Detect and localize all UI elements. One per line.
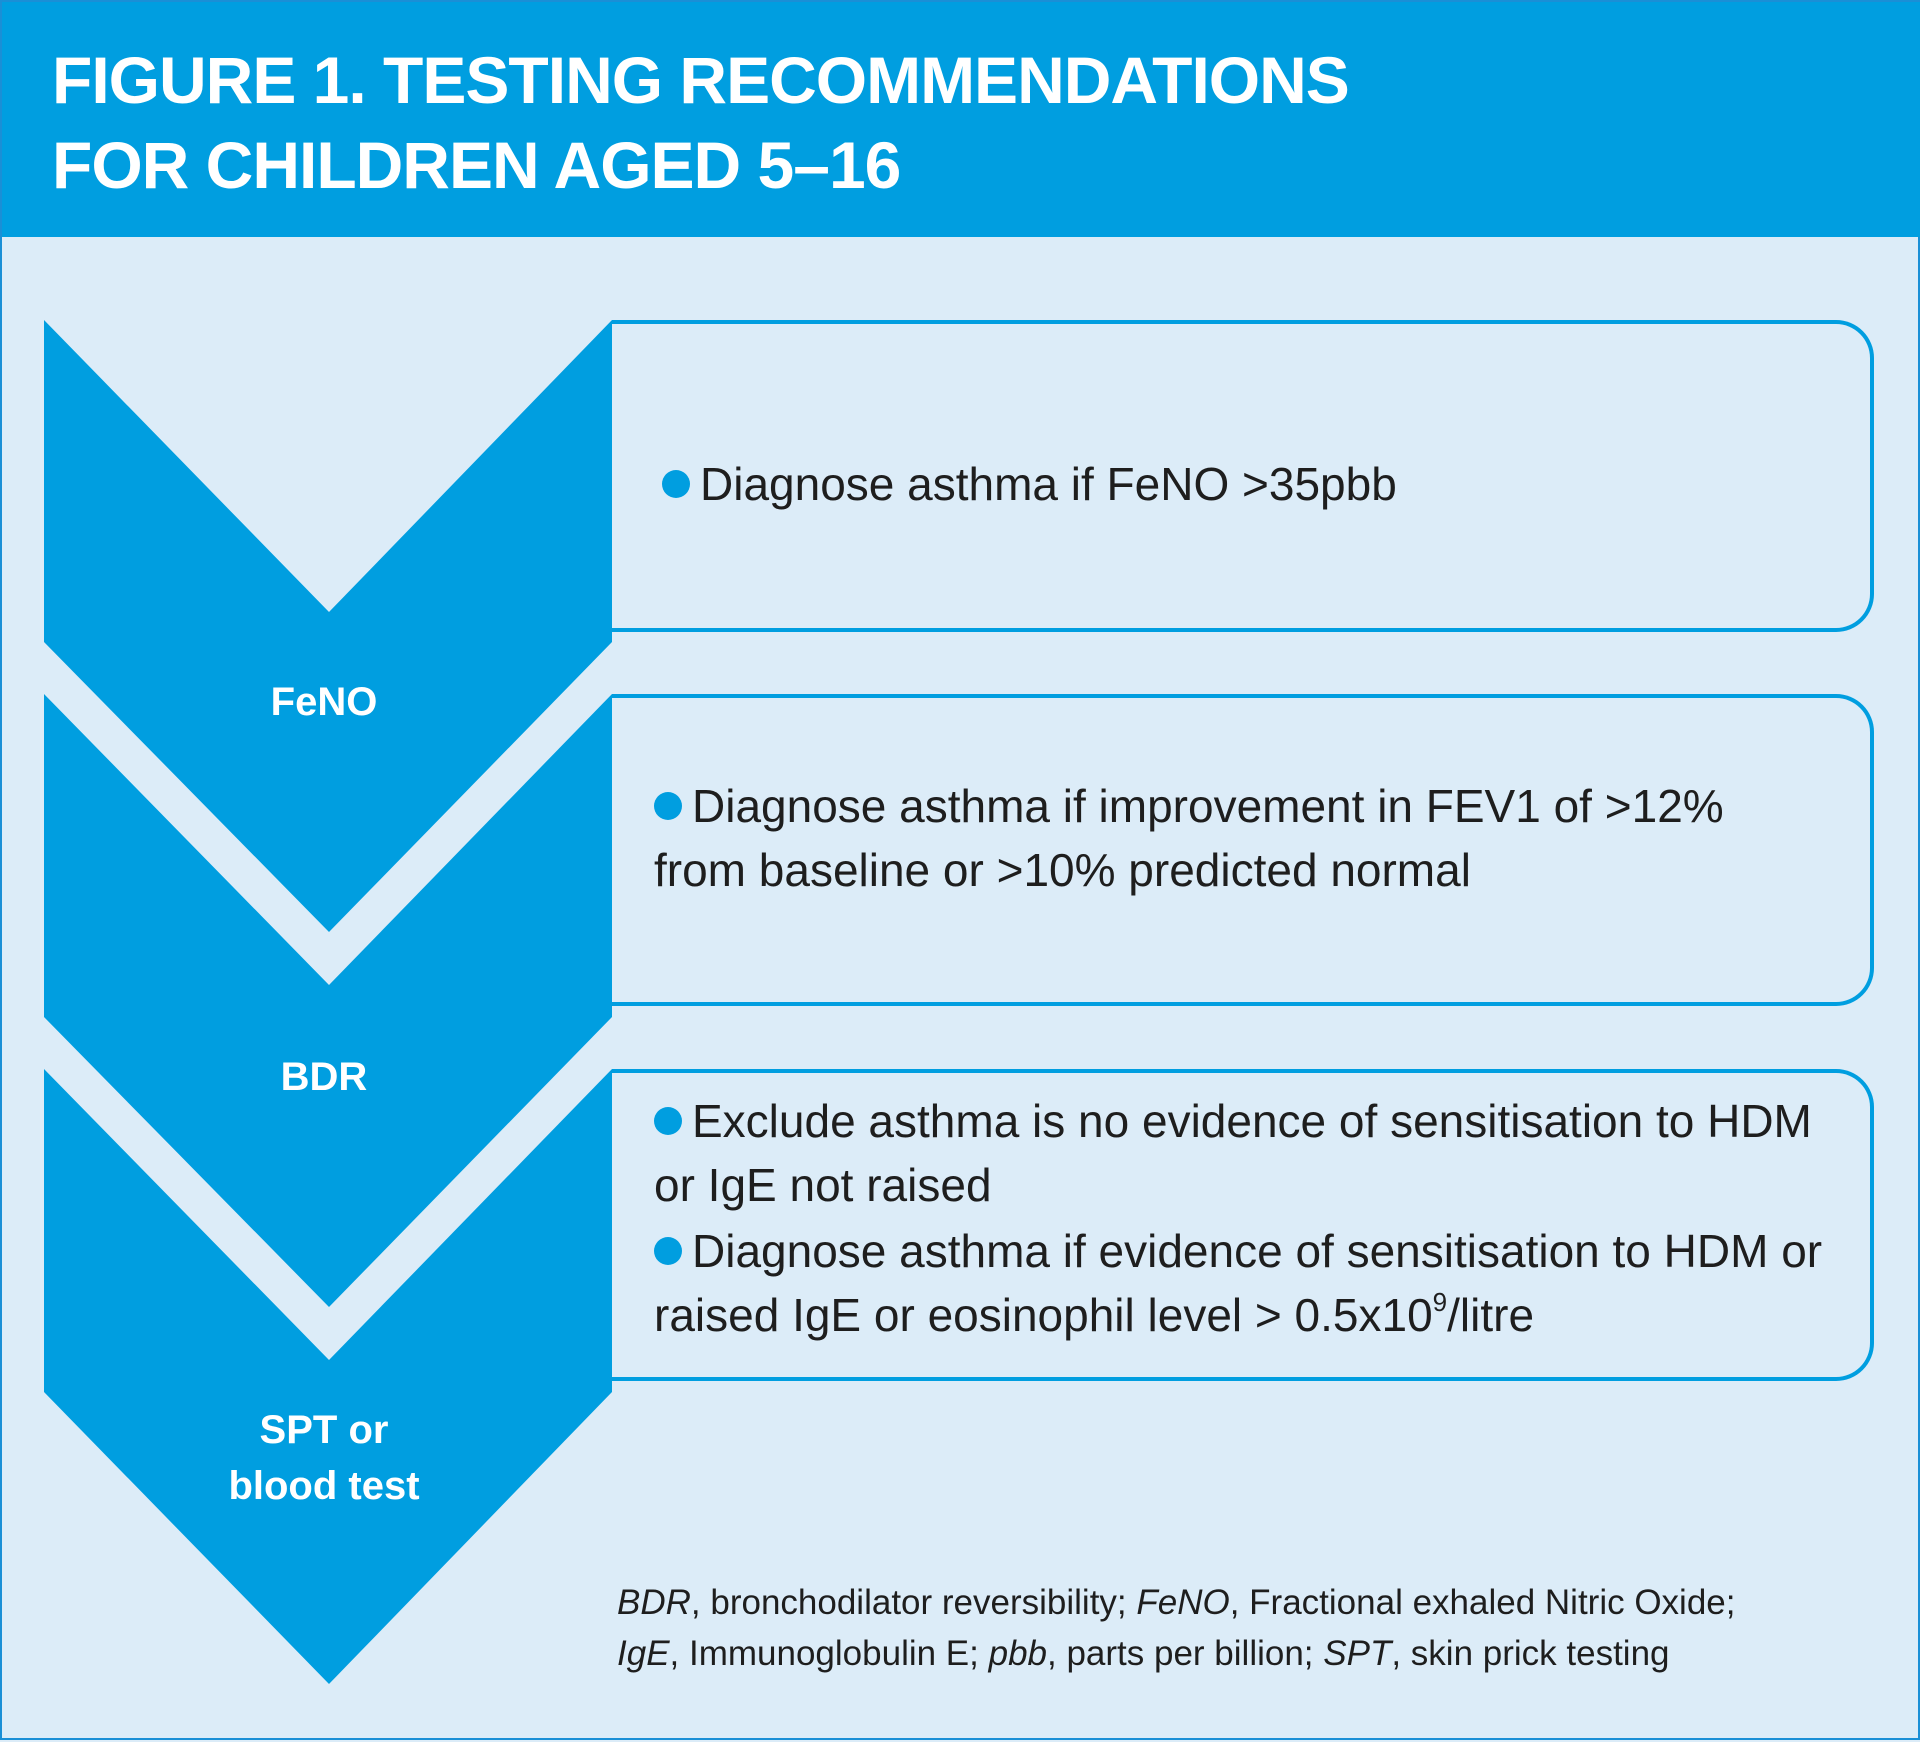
step-box-bdr: Diagnose asthma if improvement in FEV1 o… (612, 694, 1874, 1006)
spt-bullet-1-text: Exclude asthma is no evidence of sensiti… (654, 1095, 1812, 1211)
spt-bullet-2-unit: /litre (1447, 1289, 1535, 1341)
footnote-abbr-feno: FeNO (1136, 1583, 1230, 1622)
figure-title-line-1: FIGURE 1. TESTING RECOMMENDATIONS (52, 43, 1350, 117)
spt-bullet-2-text: Diagnose asthma if evidence of sensitisa… (654, 1225, 1823, 1341)
footnote-abbr-bdr: BDR (617, 1583, 691, 1622)
bdr-bullet: Diagnose asthma if improvement in FEV1 o… (654, 774, 1824, 902)
bullet-dot-icon (654, 792, 682, 820)
footnote-def-pbb: , parts per billion; (1047, 1634, 1324, 1673)
bullet-dot-icon (662, 470, 690, 498)
feno-bullet: Diagnose asthma if FeNO >35pbb (662, 452, 1840, 516)
footnote-abbr-ige: IgE (617, 1634, 670, 1673)
footnote-def-spt: , skin prick testing (1391, 1634, 1670, 1673)
footnote-abbr-spt: SPT (1323, 1634, 1392, 1673)
figure-title-line-2: FOR CHILDREN AGED 5–16 (52, 128, 901, 202)
bullet-dot-icon (654, 1237, 682, 1265)
step-label-bdr: BDR (280, 1055, 368, 1099)
step-label-spt-line1: SPT or (259, 1408, 389, 1452)
abbreviations-footnote: BDR, bronchodilator reversibility; FeNO,… (617, 1577, 1897, 1679)
chevron-spt (44, 1069, 612, 1684)
footnote-def-feno: , Fractional exhaled Nitric Oxide; (1229, 1583, 1736, 1622)
chevron-bdr (44, 694, 612, 1307)
exponent-superscript: 9 (1432, 1287, 1448, 1317)
step-label-spt-line2: blood test (228, 1464, 420, 1508)
figure-header: FIGURE 1. TESTING RECOMMENDATIONS FOR CH… (2, 2, 1920, 237)
spt-bullet-1: Exclude asthma is no evidence of sensiti… (654, 1089, 1834, 1217)
footnote-abbr-pbb: pbb (988, 1634, 1048, 1673)
bullet-dot-icon (654, 1107, 682, 1135)
feno-bullet-text: Diagnose asthma if FeNO >35pbb (700, 458, 1397, 510)
step-label-feno: FeNO (270, 680, 378, 724)
step-label-spt-blood-test: SPT or blood test (174, 1402, 474, 1514)
step-box-feno: Diagnose asthma if FeNO >35pbb (612, 320, 1874, 632)
spt-bullet-2: Diagnose asthma if evidence of sensitisa… (654, 1219, 1834, 1347)
step-box-spt-blood-test: Exclude asthma is no evidence of sensiti… (612, 1069, 1874, 1381)
footnote-def-ige: , Immunoglobulin E; (669, 1634, 989, 1673)
bdr-bullet-text: Diagnose asthma if improvement in FEV1 o… (654, 780, 1724, 896)
chevron-feno (44, 320, 612, 932)
footnote-def-bdr: , bronchodilator reversibility; (690, 1583, 1137, 1622)
